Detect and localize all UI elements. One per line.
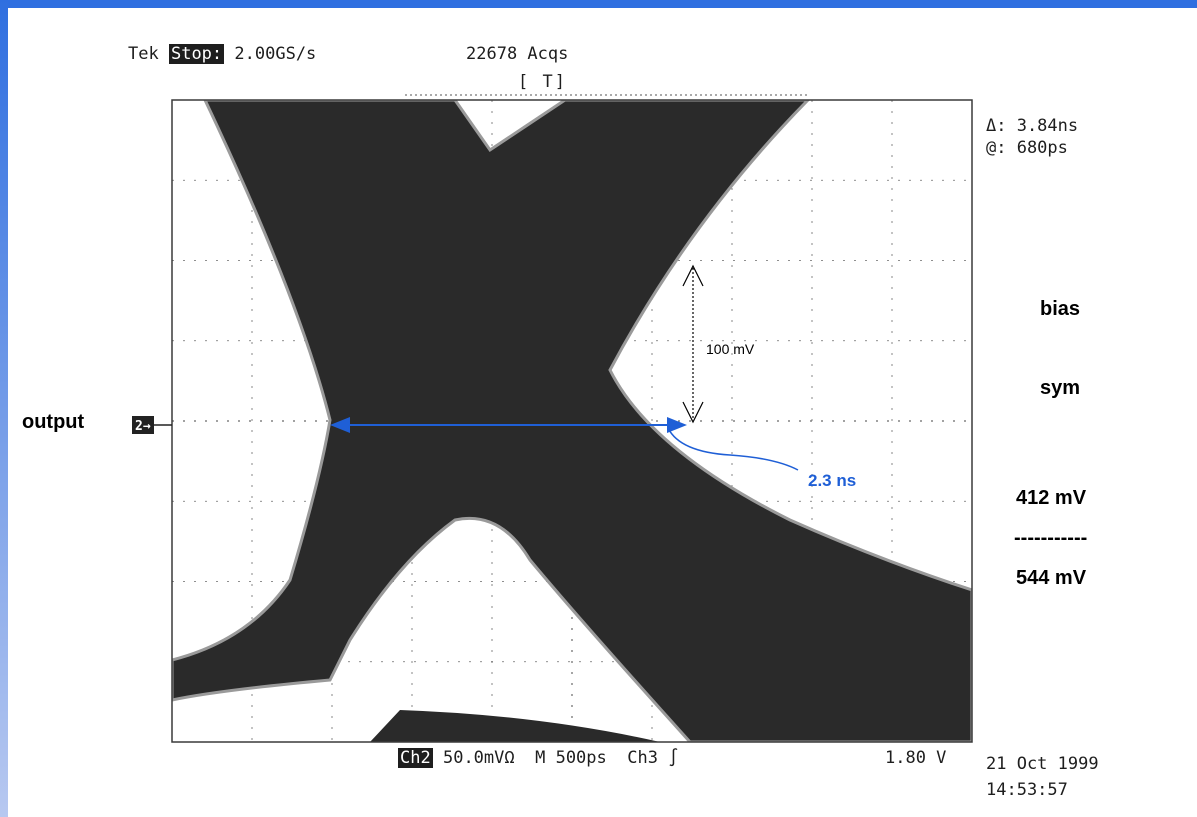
channel-marker-box <box>132 416 154 434</box>
sym-label: sym <box>1040 377 1081 399</box>
output-label: output <box>22 411 85 433</box>
bias-label: bias <box>1040 298 1081 320</box>
trigger-source: Ch3 ∫ <box>627 748 679 768</box>
vertical-scale: 50.0mVΩ <box>442 748 515 768</box>
trigger-level: 1.80 V <box>885 748 947 768</box>
scope-header: Tek Stop: 2.00GS/s <box>128 44 316 64</box>
trigger-marker: [ T] <box>518 72 567 92</box>
cursor-delta: Δ: 3.84ns <box>986 116 1079 136</box>
channel-marker: 2→ <box>135 419 151 434</box>
bias-denominator: 544 mV <box>1016 567 1087 589</box>
acq-mode: Stop: <box>168 44 225 64</box>
slide-frame-top <box>0 0 1197 8</box>
cursor-position: @: 680ps <box>986 138 1068 158</box>
eye-pattern <box>172 100 972 742</box>
bias-numerator: 412 mV <box>1016 487 1087 509</box>
capture-time: 14:53:57 <box>986 780 1068 800</box>
slide-frame-left <box>0 0 8 817</box>
capture-date: 21 Oct 1999 <box>986 754 1099 774</box>
timebase: M 500ps <box>535 748 607 768</box>
channel-label: Ch2 <box>398 748 433 768</box>
sample-rate: 2.00GS/s <box>234 44 317 64</box>
time-label: 2.3 ns <box>808 471 857 490</box>
acquisition-count: 22678 Acqs <box>466 44 569 64</box>
brand-label: Tek <box>128 44 159 64</box>
fraction-divider: ----------- <box>1014 527 1088 549</box>
time-arrow <box>330 417 799 471</box>
voltage-label: 100 mV <box>706 341 755 357</box>
voltage-arrow <box>682 264 704 424</box>
scope-footer: Ch2 50.0mVΩ M 500ps Ch3 ∫ <box>398 748 678 768</box>
screen-border <box>171 99 973 743</box>
